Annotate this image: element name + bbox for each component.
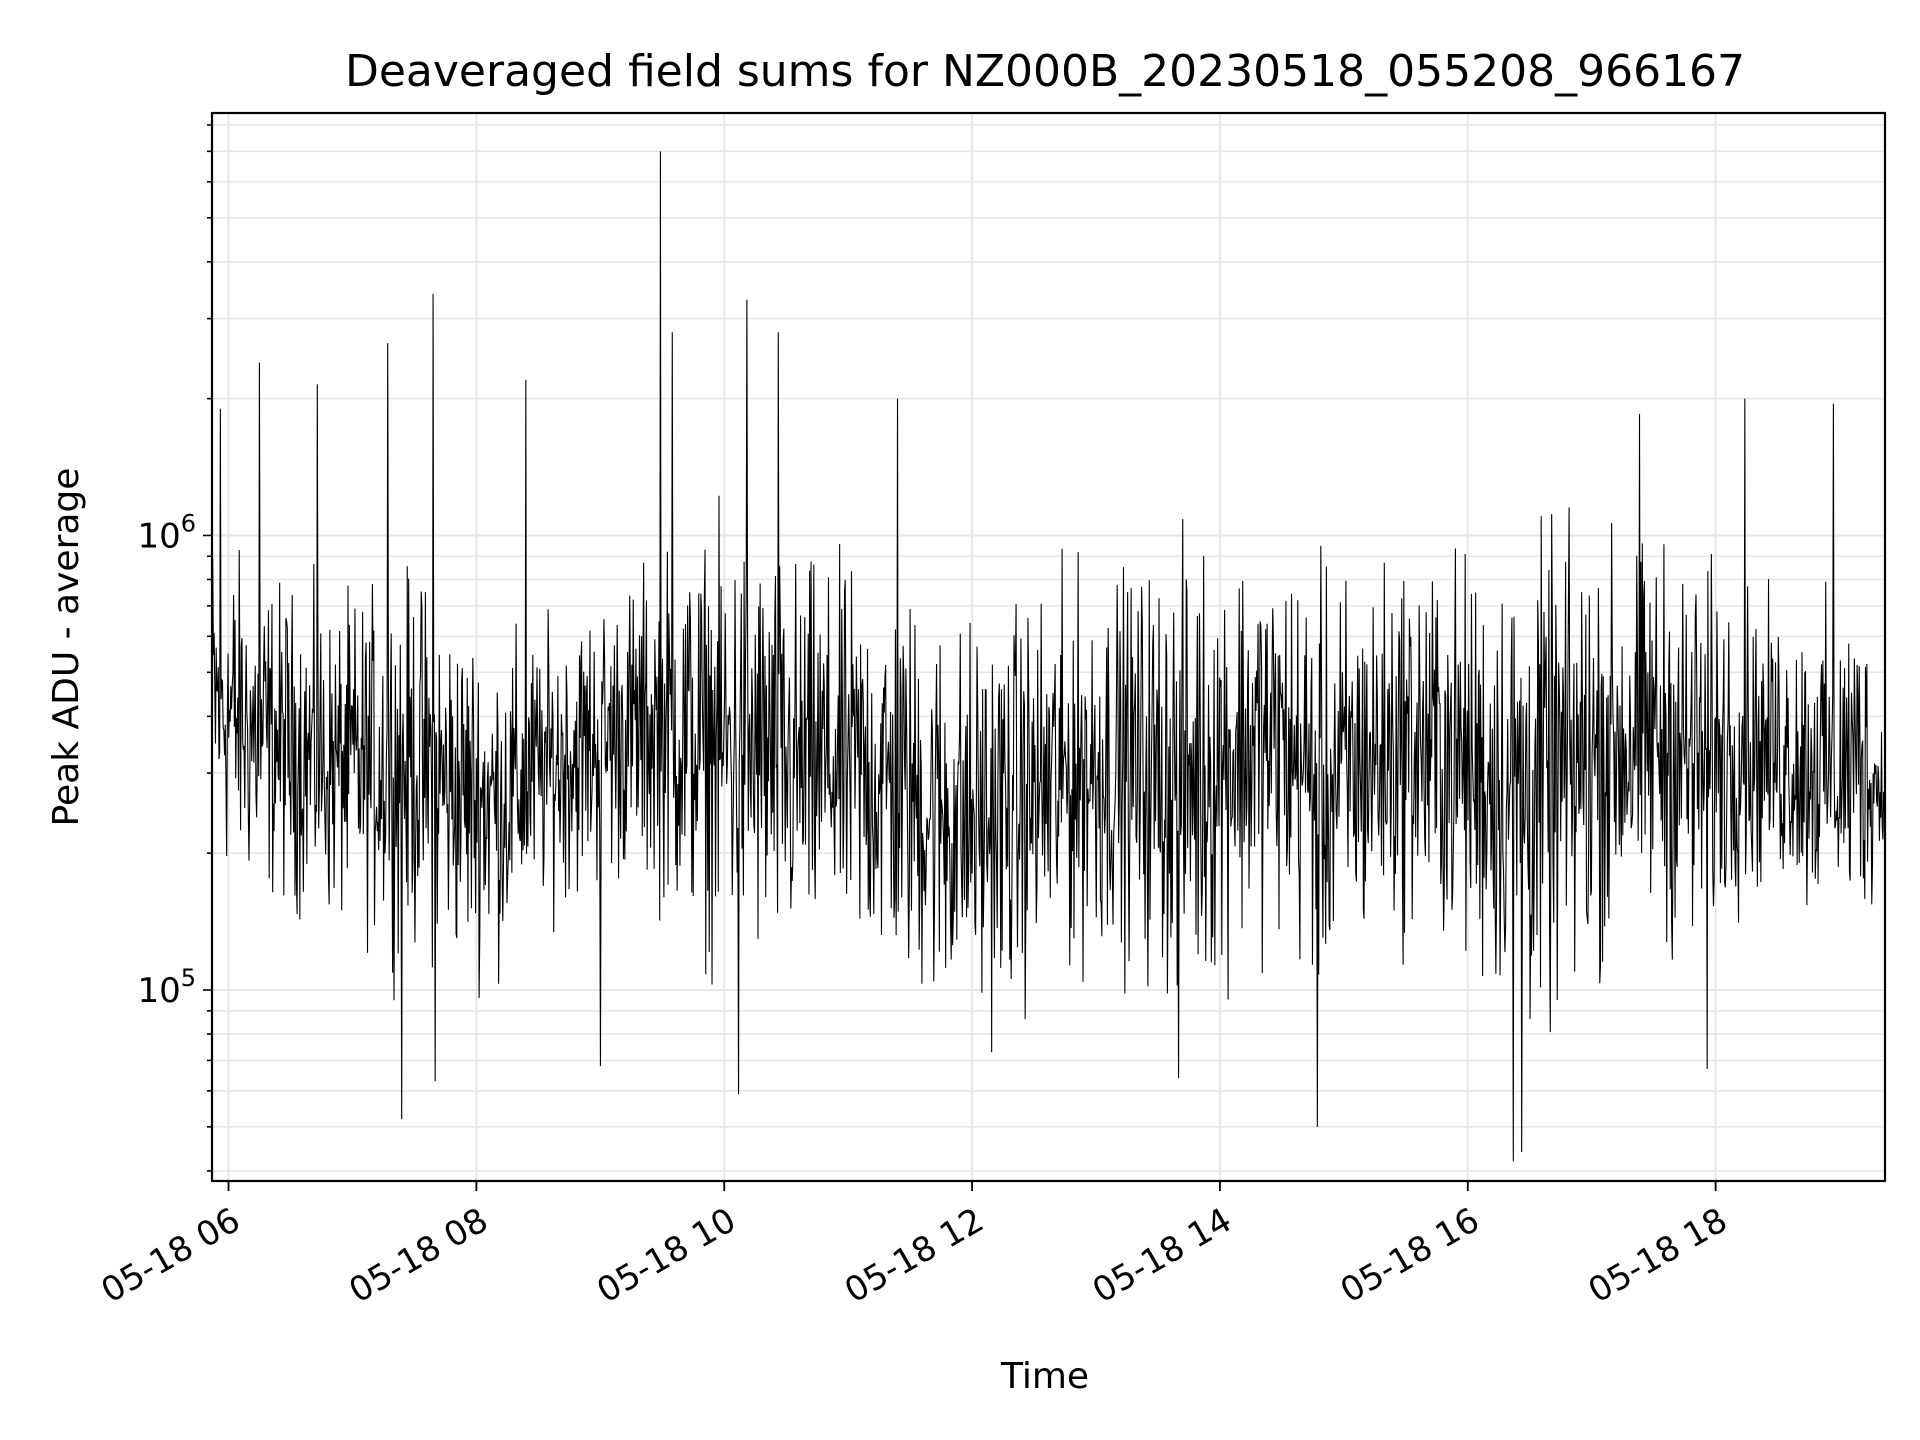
series-plot (211, 151, 1886, 1162)
y-tick-label: 105 (137, 964, 196, 1011)
chart-title: Deaveraged field sums for NZ000B_2023051… (345, 46, 1745, 97)
series-line (211, 151, 1886, 1162)
x-axis-label: Time (1000, 1356, 1089, 1397)
y-tick-label: 106 (137, 509, 196, 556)
y-axis: 105 106 (137, 124, 212, 1172)
y-axis-label: Peak ADU - average (46, 468, 87, 827)
plot-frame (210, 111, 1887, 1183)
